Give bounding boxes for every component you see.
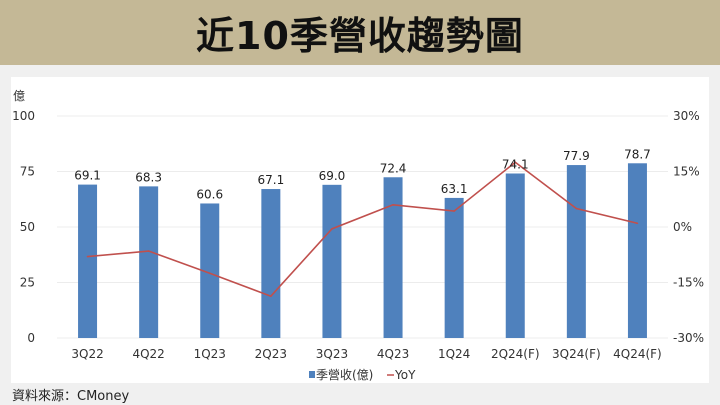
bar (444, 197, 464, 338)
bar-data-label: 63.1 (441, 182, 468, 196)
yoy-point (331, 228, 333, 230)
bar (566, 165, 586, 338)
bar (383, 177, 403, 338)
yoy-point (453, 210, 455, 212)
yoy-point (392, 204, 394, 206)
title-bar: 近10季營收趨勢圖 (0, 0, 720, 65)
yoy-point (514, 161, 517, 164)
bar-data-label: 74.1 (502, 157, 529, 171)
yoy-point (270, 295, 272, 297)
x-axis-tick: 2Q24(F) (491, 347, 540, 361)
x-axis-tick: 4Q23 (377, 347, 409, 361)
right-axis-tick: -30% (673, 331, 704, 345)
x-axis-tick: 3Q22 (71, 347, 103, 361)
right-axis-tick: 0% (673, 220, 692, 234)
chart-panel (11, 77, 709, 383)
bar (627, 163, 647, 338)
yoy-point (636, 222, 639, 225)
page-title: 近10季營收趨勢圖 (196, 14, 524, 58)
right-axis-tick: 15% (673, 165, 700, 179)
bar (200, 203, 220, 338)
x-axis-tick: 2Q23 (255, 347, 287, 361)
legend: 季營收(億) YoY (309, 368, 416, 382)
legend-bar-label: 季營收(億) (316, 368, 373, 382)
source-note: 資料來源：CMoney (12, 389, 130, 404)
bar (261, 189, 281, 338)
bar-data-label: 60.6 (196, 187, 223, 201)
left-axis-tick: 75 (20, 165, 35, 179)
yoy-point (208, 272, 211, 275)
bar-data-label: 78.7 (624, 147, 651, 161)
legend-line-label: YoY (394, 368, 416, 382)
axes: 0 25 50 75 100 -30% -15% 0% 15% 30% 3Q22 4Q22 1Q23 2Q… (12, 109, 704, 361)
right-axis-tick: 30% (673, 109, 700, 123)
yoy-point (147, 250, 150, 252)
left-axis-tick: 25 (20, 276, 35, 290)
bar (322, 184, 342, 338)
bar (78, 184, 98, 338)
bar (139, 186, 159, 338)
left-axis-tick: 100 (12, 109, 35, 123)
bars (78, 163, 647, 338)
data-labels: 69.1 68.3 60.6 67.1 69.0 72.4 63.1 74.1 77.9 78.7 (74, 147, 651, 201)
bar-data-label: 67.1 (257, 173, 284, 187)
grid-lines (57, 115, 668, 339)
yoy-point (575, 207, 578, 210)
x-axis-tick: 4Q22 (132, 347, 164, 361)
yoy-point (86, 255, 89, 258)
x-axis-tick: 4Q24(F) (613, 347, 662, 361)
bar-data-label: 77.9 (563, 149, 590, 163)
x-axis-tick: 1Q24 (438, 347, 470, 361)
legend-bar-swatch (309, 371, 315, 378)
x-axis-tick: 1Q23 (194, 347, 226, 361)
yoy-polyline (87, 161, 638, 298)
x-axis-tick: 3Q23 (316, 347, 348, 361)
bar-data-label: 68.3 (135, 170, 162, 184)
left-axis-tick: 50 (20, 220, 35, 234)
yoy-line (86, 161, 639, 298)
y-axis-unit-label: 億 (13, 89, 25, 103)
bar-data-label: 69.0 (319, 169, 346, 183)
bar-data-label: 72.4 (380, 161, 407, 175)
right-axis-tick: -15% (673, 276, 704, 290)
bar-data-label: 69.1 (74, 169, 101, 183)
x-axis-tick: 3Q24(F) (552, 347, 601, 361)
bar (505, 173, 525, 338)
left-axis-tick: 0 (27, 331, 35, 345)
